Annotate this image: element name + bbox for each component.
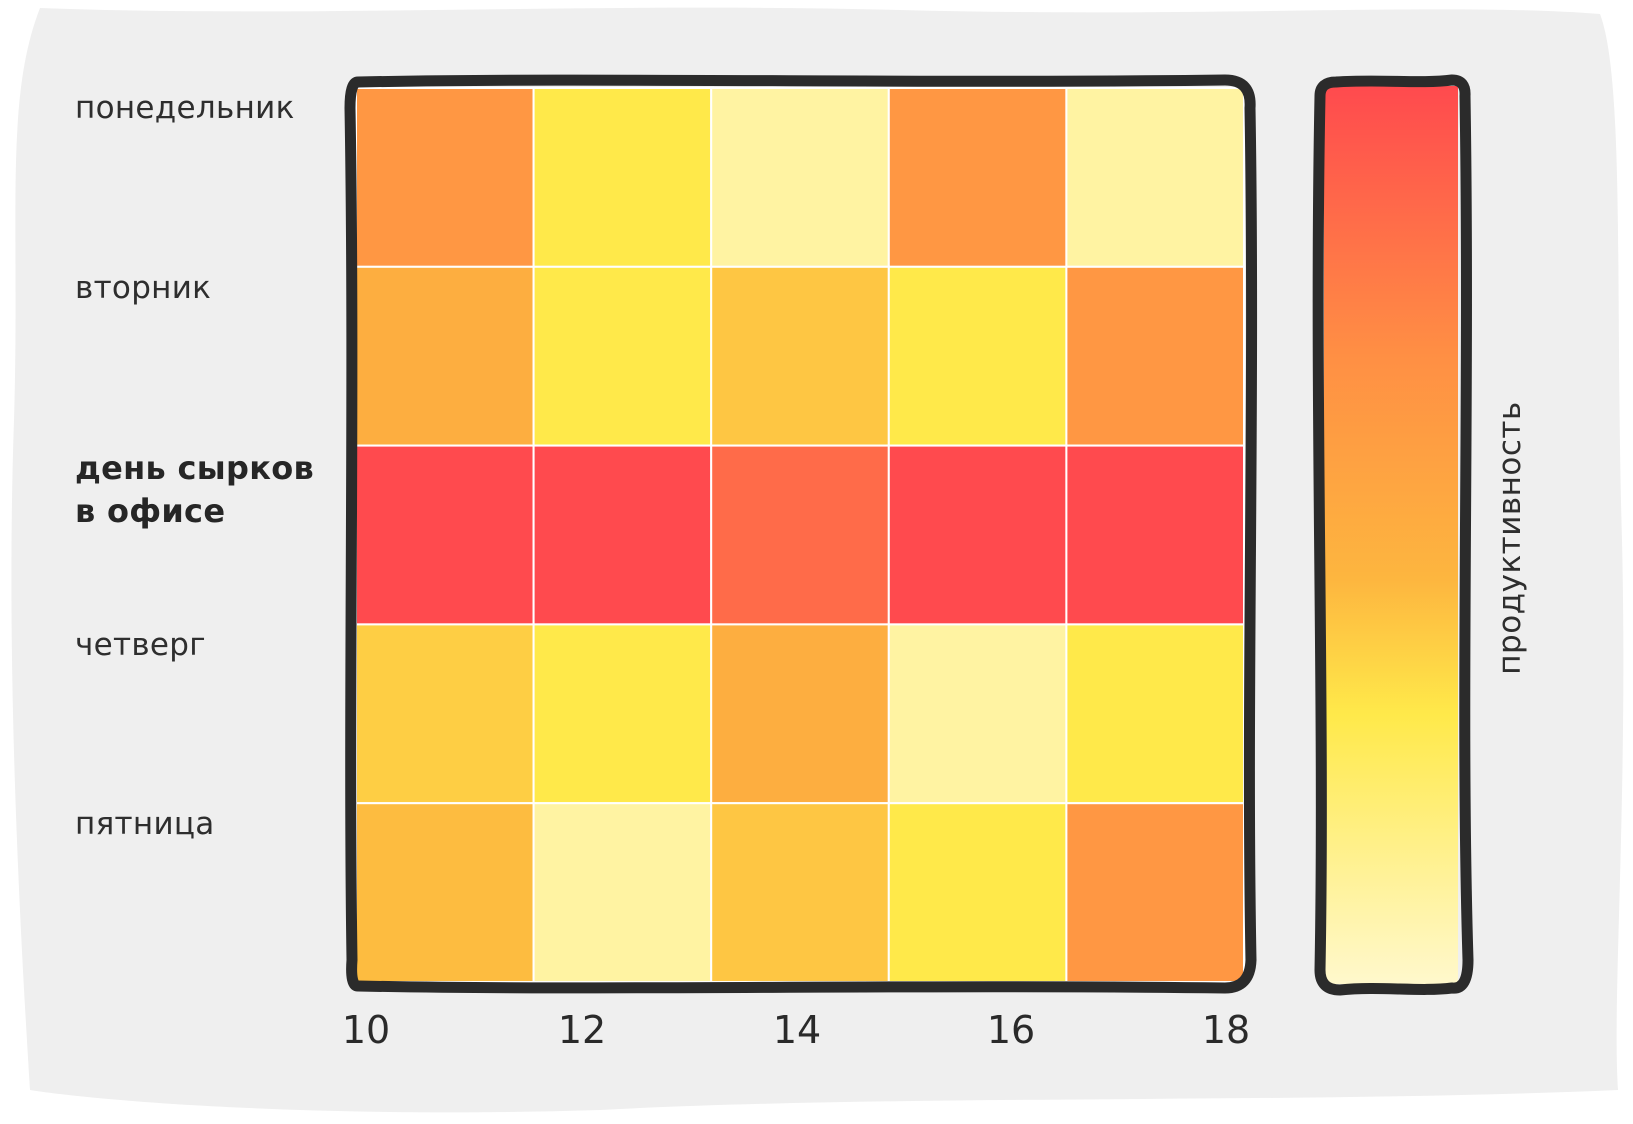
heatmap-cell (532, 265, 713, 447)
row-label-cheese-day: день сырков в офисе (75, 447, 314, 533)
row-label-monday: понедельник (75, 90, 295, 126)
heatmap-cell (1065, 623, 1246, 805)
heatmap-cell (887, 265, 1068, 447)
heatmap-cell (710, 87, 890, 268)
colorbar-label: продуктивность (1492, 401, 1528, 675)
heatmap-cell (1065, 444, 1246, 626)
heatmap-cell (710, 623, 890, 805)
x-tick-label: 10 (341, 1008, 391, 1052)
heatmap-cell (532, 623, 713, 805)
row-label-cheese-day-line-1: день сырков (75, 449, 315, 487)
heatmap-cell (887, 623, 1068, 805)
colorbar-gradient (1324, 86, 1458, 984)
heatmap-cell (1065, 802, 1246, 984)
heatmap-cell (532, 87, 713, 268)
heatmap-cell (710, 444, 890, 626)
heatmap-cell (532, 802, 713, 984)
x-tick-label: 12 (557, 1008, 607, 1052)
x-tick-label: 14 (772, 1008, 822, 1052)
heatmap-cell (887, 87, 1068, 268)
row-label-tuesday: вторник (75, 270, 212, 306)
x-tick-label: 16 (986, 1008, 1036, 1052)
heatmap-cell (355, 444, 535, 626)
heatmap-cell (532, 444, 713, 626)
colorbar-frame (1312, 74, 1474, 996)
heatmap-frame (344, 74, 1258, 994)
row-label-thursday: четверг (75, 627, 206, 663)
heatmap-cell (1065, 265, 1246, 447)
heatmap-cell (710, 265, 890, 447)
heatmap-cell (1065, 87, 1246, 268)
row-label-cheese-day-line-2: в офисе (75, 492, 226, 530)
heatmap-cell (887, 444, 1068, 626)
heatmap-cells (355, 87, 1246, 984)
x-tick-label: 18 (1201, 1008, 1251, 1052)
heatmap-cell (355, 623, 535, 805)
row-label-friday: пятница (75, 806, 215, 842)
